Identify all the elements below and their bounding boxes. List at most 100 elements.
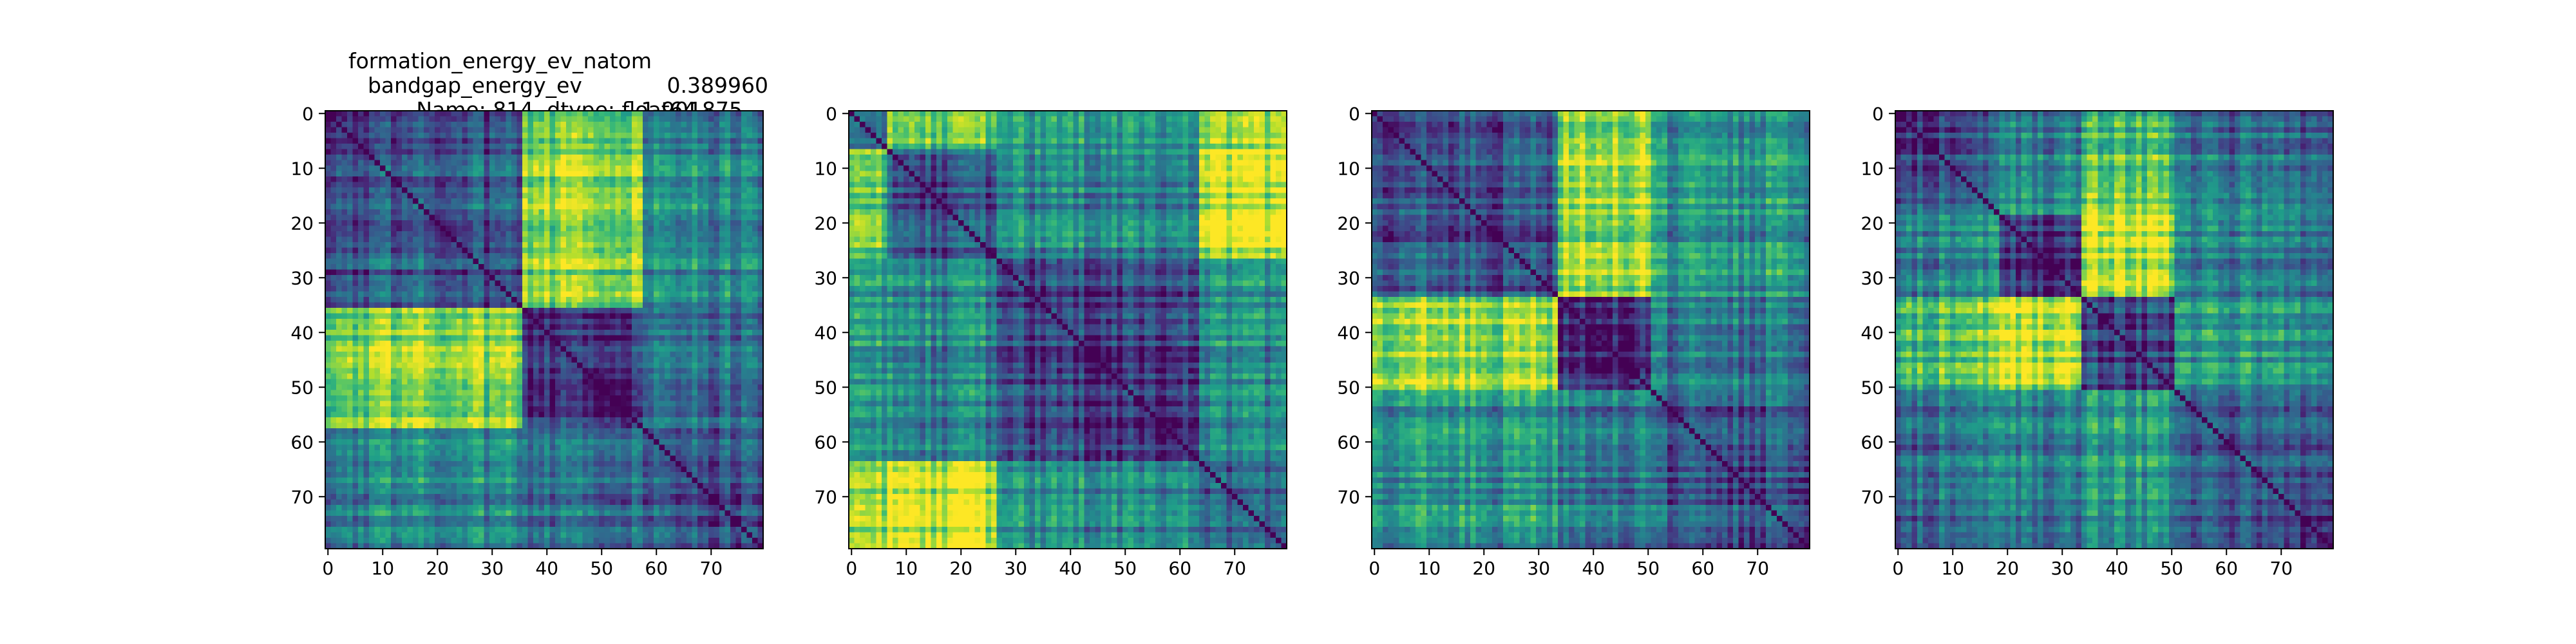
heatmap-cell (331, 352, 337, 357)
heatmap-cell (424, 193, 430, 199)
heatmap-cell (353, 149, 359, 155)
heatmap-cell (730, 308, 736, 314)
heatmap-cell (511, 166, 517, 171)
heatmap-cell (511, 423, 517, 429)
heatmap-cell (446, 395, 451, 401)
heatmap-cell (478, 209, 484, 215)
heatmap-cell (473, 445, 479, 451)
heatmap-cell (419, 297, 424, 303)
heatmap-cell (489, 264, 495, 270)
heatmap-cell (336, 325, 342, 330)
heatmap-cell (632, 209, 638, 215)
heatmap-cell (430, 434, 435, 440)
heatmap-cell (676, 133, 681, 138)
heatmap-cell (539, 281, 545, 287)
heatmap-cell (408, 325, 413, 330)
heatmap-cell (473, 363, 479, 368)
heatmap-cell (572, 220, 578, 226)
heatmap-cell (752, 308, 758, 314)
heatmap-cell (451, 155, 457, 160)
heatmap-cell (670, 160, 676, 166)
heatmap-cell (665, 314, 670, 319)
heatmap-cell (539, 248, 545, 254)
heatmap-cell (676, 149, 681, 155)
heatmap-cell (462, 111, 468, 117)
heatmap-cell (539, 390, 545, 396)
heatmap-cell (725, 303, 731, 308)
heatmap-cell (440, 144, 446, 149)
heatmap-cell (511, 374, 517, 379)
heatmap-cell (342, 308, 348, 314)
heatmap-cell (539, 445, 545, 451)
heatmap-cell (506, 330, 512, 336)
heatmap-cell (599, 111, 605, 117)
heatmap-cell (697, 346, 703, 352)
heatmap-cell (342, 423, 348, 429)
heatmap-cell (364, 187, 370, 193)
heatmap-cell (462, 176, 468, 182)
heatmap-cell (621, 204, 627, 210)
heatmap-cell (331, 412, 337, 418)
heatmap-cell (681, 357, 687, 363)
heatmap-cell (676, 117, 681, 122)
heatmap-cell (583, 445, 589, 451)
heatmap-cell (424, 352, 430, 357)
heatmap-cell (478, 248, 484, 254)
heatmap-cell (725, 259, 731, 265)
heatmap-cell (638, 231, 643, 237)
heatmap-cell (478, 176, 484, 182)
heatmap-cell (517, 330, 523, 336)
heatmap-cell (676, 314, 681, 319)
heatmap-cell (364, 314, 370, 319)
heatmap-cell (336, 111, 342, 117)
heatmap-cell (736, 439, 742, 445)
heatmap-cell (528, 401, 534, 407)
heatmap-cell (419, 182, 424, 188)
heatmap-cell (517, 198, 523, 204)
heatmap-cell (594, 138, 600, 144)
heatmap-cell (342, 133, 348, 138)
heatmap-cell (380, 149, 386, 155)
heatmap-cell (681, 401, 687, 407)
heatmap-cell (610, 412, 616, 418)
heatmap-cell (391, 330, 397, 336)
heatmap-cell (413, 428, 419, 434)
heatmap-cell (555, 193, 561, 199)
heatmap-cell (375, 264, 381, 270)
heatmap-cell (627, 384, 632, 390)
heatmap-cell (511, 193, 517, 199)
heatmap-cell (572, 434, 578, 440)
heatmap-cell (627, 336, 632, 341)
heatmap-cell (489, 352, 495, 357)
heatmap-cell (687, 341, 692, 346)
heatmap-cell (457, 303, 462, 308)
heatmap-cell (342, 176, 348, 182)
heatmap-cell (539, 406, 545, 412)
heatmap-cell (364, 286, 370, 292)
heatmap-cell (654, 434, 659, 440)
heatmap-cell (599, 423, 605, 429)
heatmap-cell (741, 303, 747, 308)
heatmap-cell (402, 117, 408, 122)
heatmap-cell (703, 286, 709, 292)
heatmap-cell (643, 384, 649, 390)
heatmap-cell (643, 423, 649, 429)
heatmap-cell (588, 330, 594, 336)
heatmap-cell (725, 171, 731, 177)
heatmap-cell (730, 187, 736, 193)
heatmap-cell (566, 286, 572, 292)
heatmap-cell (550, 133, 556, 138)
heatmap-cell (457, 401, 462, 407)
heatmap-cell (489, 198, 495, 204)
heatmap-cell (446, 122, 451, 128)
heatmap-cell (386, 144, 392, 149)
heatmap-cell (555, 379, 561, 385)
heatmap-cell (632, 138, 638, 144)
heatmap-cell (577, 379, 583, 385)
heatmap-cell (364, 193, 370, 199)
heatmap-cell (621, 406, 627, 412)
heatmap-cell (511, 417, 517, 423)
heatmap-cell (555, 336, 561, 341)
heatmap-cell (692, 166, 698, 171)
heatmap-cell (572, 417, 578, 423)
